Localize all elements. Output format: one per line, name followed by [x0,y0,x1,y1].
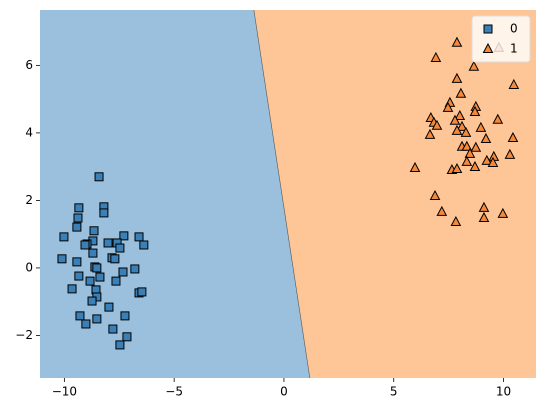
data-point [115,340,125,350]
data-point [67,284,77,294]
data-point [75,311,85,321]
data-point [92,263,102,273]
data-point [455,87,467,98]
data-point [430,51,442,62]
data-point [475,121,487,132]
data-point [487,156,499,167]
y-tick-label: 0 [25,260,33,274]
legend-marker [482,42,494,53]
decision-boundary [253,9,311,379]
data-point [507,131,519,142]
legend-label: 1 [510,42,518,56]
data-point [99,208,109,218]
data-point [504,148,516,159]
data-point [74,271,84,281]
x-tick-label: −5 [165,385,183,399]
y-tick-label: 4 [25,125,33,139]
data-point [451,162,463,174]
data-point [469,160,481,171]
data-point [73,213,83,223]
data-point [81,319,91,329]
data-point [492,113,504,124]
data-point [454,109,466,121]
legend: 01 [471,15,531,63]
data-point [464,147,476,158]
data-point [424,128,436,139]
data-point [87,296,97,306]
data-point [110,254,120,264]
data-point [456,120,468,131]
legend-box [471,15,531,63]
x-tick-label: 0 [280,385,288,399]
data-point [478,211,490,222]
x-tick-label: −10 [52,385,77,399]
data-point [59,232,69,242]
data-point [461,155,473,166]
data-point [130,264,140,274]
data-point [94,172,104,182]
data-point [80,240,90,250]
y-tick-label: 6 [25,58,33,72]
data-point [104,302,114,312]
data-point [72,222,82,232]
data-point [449,114,461,125]
data-point [409,161,421,173]
data-point [118,267,128,277]
data-point [436,205,448,216]
legend-label: 0 [510,22,518,36]
data-point [85,276,95,286]
data-point [137,287,147,297]
data-point [478,201,490,212]
data-point [115,243,125,253]
x-tick-label: 5 [390,385,398,399]
data-point [119,231,129,241]
data-point [103,238,113,248]
data-point [451,36,463,47]
data-point [57,254,67,264]
y-tick-label: 2 [25,193,33,207]
data-point [460,126,472,137]
data-point [461,140,473,151]
data-point [120,311,130,321]
data-point [469,105,481,116]
data-point [74,203,84,213]
data-point [111,276,121,286]
data-point [508,78,520,89]
data-point [451,72,463,83]
data-point [442,101,454,112]
data-point [95,272,105,282]
y-tick-label: −2 [15,328,33,342]
data-point [122,332,132,342]
data-point [88,248,98,258]
data-point [481,154,493,165]
decision-region [40,10,310,378]
data-point [108,324,118,334]
data-point [92,314,102,324]
data-point [72,257,82,267]
data-point [468,60,480,71]
data-point [470,141,482,152]
data-point [480,132,492,143]
data-point [89,226,99,236]
data-point [134,232,144,242]
data-point [139,240,149,250]
data-point [431,119,443,130]
data-point [497,207,509,218]
data-point [450,215,462,227]
x-tick-label: 10 [496,385,511,399]
data-point [451,124,463,135]
data-point [429,189,441,201]
legend-marker [483,24,493,34]
